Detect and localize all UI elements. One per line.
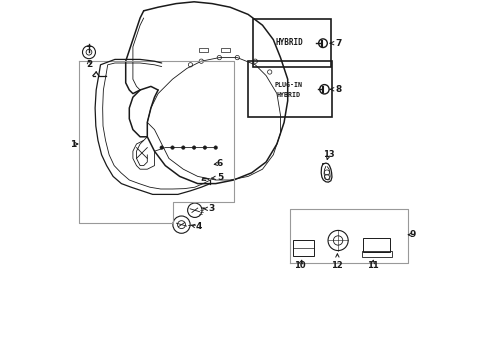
Circle shape <box>203 146 206 149</box>
Bar <box>199 48 208 52</box>
Text: 2: 2 <box>86 60 92 69</box>
Bar <box>293 240 314 256</box>
Text: 11: 11 <box>366 261 378 270</box>
Text: 10: 10 <box>294 261 305 270</box>
Bar <box>363 238 389 252</box>
Circle shape <box>170 146 174 149</box>
Circle shape <box>192 146 196 149</box>
Text: 1: 1 <box>70 140 77 149</box>
Text: 5: 5 <box>217 173 223 182</box>
Text: HYBRID: HYBRID <box>275 38 303 47</box>
Text: 8: 8 <box>335 85 341 94</box>
Circle shape <box>160 146 163 149</box>
Text: 7: 7 <box>335 39 341 48</box>
Bar <box>362 251 391 257</box>
Bar <box>221 48 230 52</box>
Text: 4: 4 <box>195 222 201 231</box>
Text: 9: 9 <box>408 230 415 239</box>
Text: 13: 13 <box>322 150 333 159</box>
Text: 3: 3 <box>208 204 214 213</box>
Text: PLUG-IN: PLUG-IN <box>273 82 302 88</box>
Text: 6: 6 <box>217 159 223 168</box>
Text: HYBRID: HYBRID <box>276 92 300 98</box>
Circle shape <box>181 146 185 149</box>
Circle shape <box>213 146 217 149</box>
Text: 12: 12 <box>331 261 343 270</box>
